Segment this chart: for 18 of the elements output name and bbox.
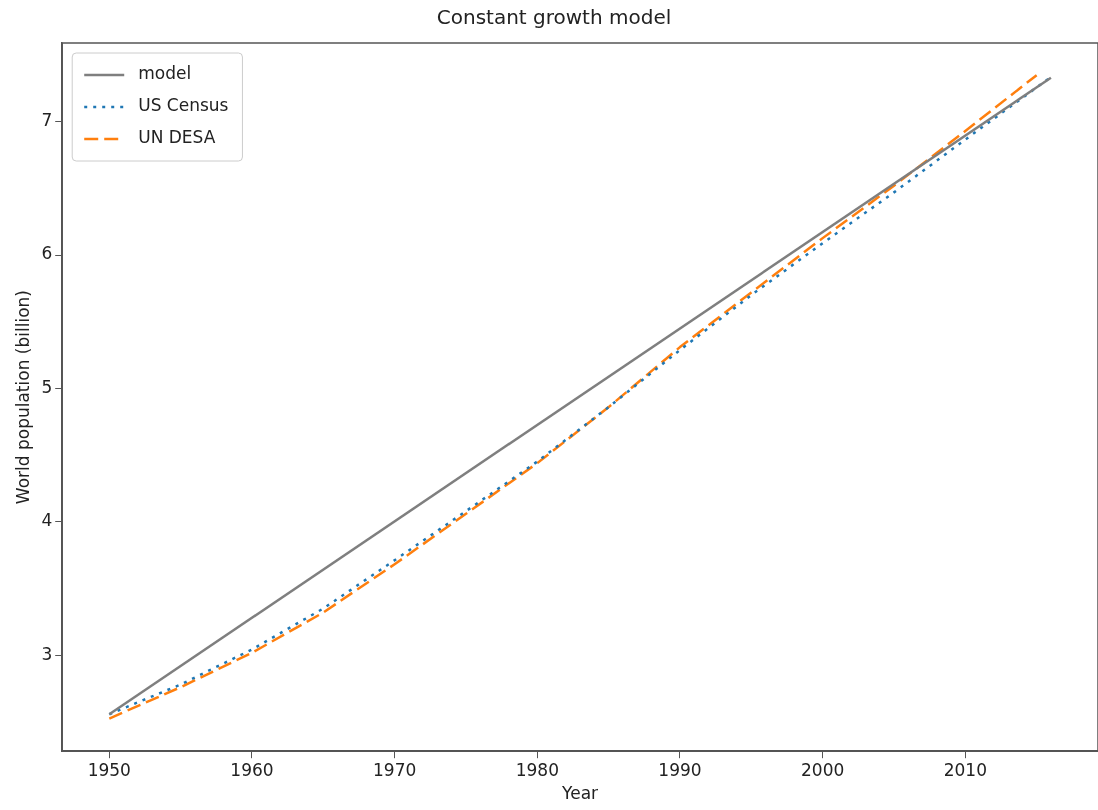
x-tick-label: 1950: [87, 759, 131, 780]
legend-label: model: [138, 63, 192, 84]
y-tick-label: 5: [41, 376, 53, 397]
x-tick-label: 1960: [230, 759, 274, 780]
y-axis-title: World population (billion): [12, 290, 33, 505]
x-axis-title: Year: [561, 783, 599, 804]
legend-label: US Census: [138, 95, 229, 116]
y-tick-label: 7: [41, 110, 53, 131]
x-tick-label: 1990: [658, 759, 702, 780]
legend-label: UN DESA: [138, 127, 216, 148]
chart-title: Constant growth model: [436, 5, 672, 30]
x-tick-label: 2010: [943, 759, 987, 780]
x-tick-label: 1970: [373, 759, 417, 780]
x-tick-label: 2000: [801, 759, 845, 780]
x-tick-label: 1980: [515, 759, 559, 780]
y-tick-label: 6: [41, 243, 53, 264]
y-tick-label: 4: [41, 510, 53, 531]
y-tick-label: 3: [41, 643, 53, 664]
